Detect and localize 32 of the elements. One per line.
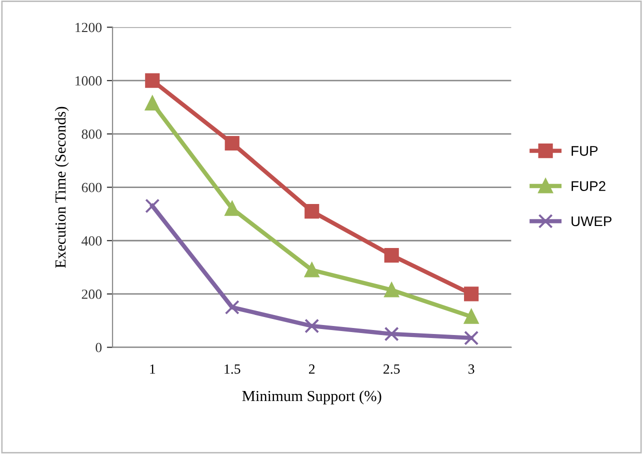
point [224, 300, 240, 315]
y-tick-label: 200 [82, 290, 102, 299]
point [304, 204, 320, 219]
point [384, 248, 399, 263]
y-tick-label: 1000 [76, 76, 102, 86]
point [384, 326, 399, 342]
point [145, 198, 160, 214]
x-axis-title: Minimum Support (%) [242, 390, 382, 404]
point [224, 201, 240, 216]
y-tick-label: 1200 [76, 22, 102, 32]
x-tick-label: 1 [150, 364, 156, 374]
legend-label: FUP [572, 146, 598, 156]
point [145, 73, 160, 88]
point [464, 309, 479, 324]
y-tick-label: 800 [82, 130, 102, 139]
point [464, 286, 479, 302]
y-tick-label: 600 [82, 182, 102, 192]
x-tick-label: 2 [308, 364, 315, 374]
point [145, 96, 160, 111]
point [384, 282, 399, 298]
x-tick-label: 2.5 [384, 364, 400, 374]
x-tick-label: 1.5 [224, 364, 240, 374]
y-tick-label: 400 [82, 236, 102, 246]
y-axis-title: Execution Time (Seconds) [54, 106, 69, 268]
legend-label: FUP2 [572, 181, 606, 192]
x-tick-label: 3 [468, 364, 474, 374]
point [464, 330, 479, 346]
legend-label: UWEP [572, 216, 612, 226]
point [304, 262, 320, 278]
point [224, 136, 240, 151]
y-tick-label: 0 [96, 342, 102, 352]
point [304, 318, 320, 334]
